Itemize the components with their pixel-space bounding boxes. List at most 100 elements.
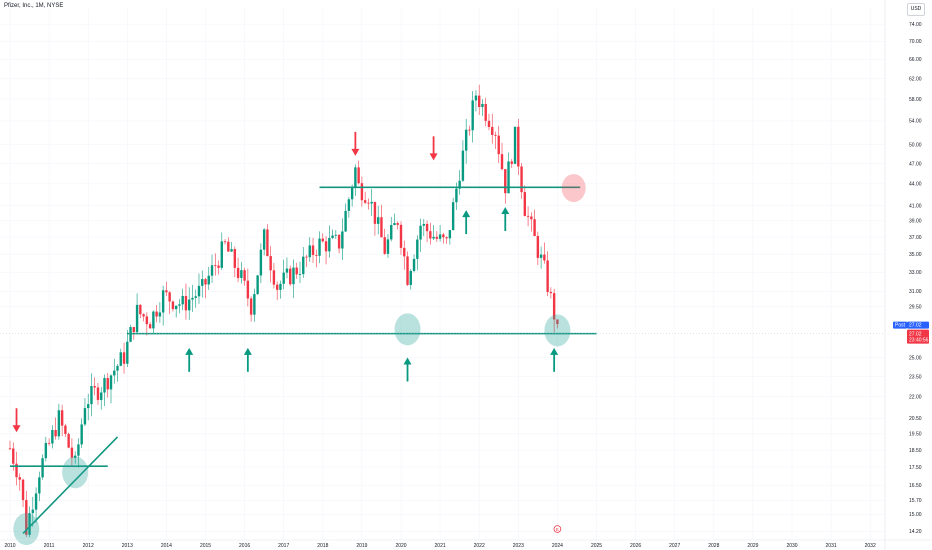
candle-body (285, 268, 289, 273)
candle-body (282, 272, 285, 284)
candle-body (520, 166, 523, 193)
candle-body (214, 265, 217, 267)
candle-body (500, 154, 504, 170)
candle-body (272, 270, 276, 285)
price-tick-label: 33.00 (909, 270, 922, 276)
candle-body (145, 316, 149, 325)
arrow-head (403, 357, 412, 365)
candle-body (471, 100, 474, 131)
time-tick-label: 2028 (708, 543, 719, 549)
time-tick-label: 2010 (4, 543, 15, 549)
price-tick-label: 15.00 (909, 512, 922, 518)
arrow-head (185, 347, 194, 355)
candle-body (51, 430, 54, 444)
candle-body (139, 304, 142, 315)
candle-body (526, 215, 530, 217)
candle-body (109, 375, 113, 390)
candle-body (240, 270, 243, 278)
candle-body (334, 234, 338, 236)
arrow-head (243, 347, 252, 355)
price-tick-label: 22.00 (909, 395, 922, 401)
candle-body (47, 442, 51, 444)
time-axis: 2010 2011 2012 2013 2014 2015 2016 2017 2018 2019… (0, 539, 932, 549)
candle-body (54, 430, 57, 437)
time-tick-label: 2032 (865, 543, 876, 549)
price-tick-label: 66.00 (909, 57, 922, 63)
candle-body (41, 458, 44, 478)
price-tick-label: 58.00 (909, 97, 922, 103)
candle-body (44, 442, 48, 459)
price-tick-label: 19.50 (909, 432, 922, 438)
trend-line (22, 436, 119, 534)
candle-body (517, 126, 520, 167)
candle-body (556, 319, 559, 325)
price-tick-label: 17.50 (909, 465, 922, 471)
post-tag-label: Post (895, 323, 906, 329)
candle-body (135, 304, 139, 333)
candle-body (60, 410, 64, 426)
candle-body (494, 134, 497, 136)
price-tick-label: 20.50 (909, 416, 922, 422)
candle-body (445, 237, 448, 239)
bar-countdown: 23:40:56 (909, 338, 929, 344)
candle-body (246, 280, 250, 299)
candle-body (15, 463, 18, 478)
price-tick-label: 44.00 (909, 182, 922, 188)
candle-body (399, 224, 403, 248)
candle-body (386, 239, 390, 254)
candle-body (100, 392, 103, 400)
candle-body (425, 223, 429, 232)
candle-body (259, 249, 263, 276)
candle-body (188, 299, 191, 311)
price-tick-label: 50.00 (909, 142, 922, 148)
candle-body (302, 256, 305, 275)
time-tick-label: 2026 (630, 543, 641, 549)
candle-body (311, 245, 315, 255)
price-tick-label: 47.00 (909, 161, 922, 167)
time-tick-label: 2013 (122, 543, 133, 549)
currency-button[interactable]: USD (907, 3, 925, 16)
candle-body (376, 217, 380, 224)
highlight-circle-red (561, 174, 586, 203)
candle-body (191, 297, 194, 300)
arrow-head (351, 148, 360, 156)
candle-body (279, 283, 282, 290)
post-price-value: 27.02 (909, 323, 922, 329)
candle-body (197, 285, 201, 297)
price-tick-label: 35.00 (909, 252, 922, 258)
arrow-head (429, 153, 438, 161)
candle-body (396, 223, 399, 225)
candle-body (491, 126, 494, 135)
time-tick-label: 2015 (200, 543, 211, 549)
price-tick-label: 25.00 (909, 355, 922, 361)
candle-body (289, 268, 292, 285)
symbol-title: Pfizer, Inc., 1M, NYSE (4, 3, 64, 9)
candle-body (80, 424, 83, 445)
arrow-up (243, 347, 252, 372)
price-tick-label: 39.00 (909, 219, 922, 225)
candle-body (90, 386, 93, 405)
time-tick-label: 2011 (44, 543, 55, 549)
candle-body (432, 236, 435, 239)
candle-body (152, 311, 155, 329)
candle-body (174, 305, 178, 310)
price-tick-label: 37.00 (909, 235, 922, 241)
highlight-circle-green (544, 314, 571, 347)
candle-body (116, 365, 119, 371)
candle-body (253, 294, 256, 315)
candle-body (106, 378, 109, 390)
time-tick-label: 2021 (435, 543, 446, 549)
candle-body (34, 493, 38, 510)
time-tick-label: 2027 (669, 543, 680, 549)
arrow-head (501, 207, 510, 215)
time-tick-label: 2016 (239, 543, 250, 549)
candle-body (181, 295, 184, 305)
price-tick-label: 15.70 (909, 498, 922, 504)
candle-body (269, 256, 272, 271)
candle-body (38, 477, 41, 494)
time-tick-label: 2019 (356, 543, 367, 549)
candle-body (347, 199, 351, 211)
candle-body (73, 455, 77, 458)
